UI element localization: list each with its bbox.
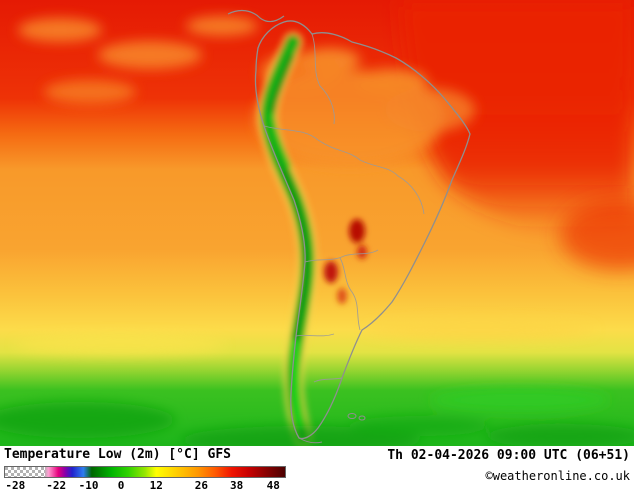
temperature-scale-checker: [4, 466, 45, 478]
legend-tick: -10: [78, 479, 99, 490]
hot-spots: [324, 219, 367, 304]
southern-green-texture: [0, 388, 634, 446]
legend-tick: 38: [230, 479, 244, 490]
map-area: [0, 0, 634, 446]
atlantic-red-tongue: [560, 200, 634, 270]
legend-tick: 26: [194, 479, 209, 490]
legend-tick: -22: [46, 479, 67, 490]
map-title: Temperature Low (2m) [°C] GFS: [4, 447, 231, 462]
temperature-scale: -28 -22 -10 0 12 26 38 48: [4, 464, 286, 490]
yellow-streaks: [15, 320, 595, 355]
legend-right: Th 02-04-2026 09:00 UTC (06+51) ©weather…: [387, 447, 630, 490]
temperature-scale-gradient: [4, 466, 286, 478]
copyright-text: ©weatheronline.co.uk: [485, 469, 631, 483]
legend-tick: 48: [266, 479, 280, 490]
weather-map: [0, 0, 634, 446]
central-america-coast: [227, 9, 285, 23]
atlantic-red-zone: [400, 0, 634, 237]
legend-footer: Temperature Low (2m) [°C] GFS -28 -22 -10 0…: [0, 446, 634, 490]
islands: [298, 413, 366, 444]
legend-left: Temperature Low (2m) [°C] GFS -28 -22 -10 0…: [4, 447, 334, 490]
coastline: [254, 20, 471, 440]
andes-cold-band: [256, 31, 319, 446]
legend-tick: 0: [117, 479, 125, 490]
forecast-datetime: Th 02-04-2026 09:00 UTC (06+51): [387, 448, 630, 463]
legend-tick: -28: [5, 479, 26, 490]
legend-tick: 12: [149, 479, 163, 490]
country-borders: [263, 33, 425, 383]
